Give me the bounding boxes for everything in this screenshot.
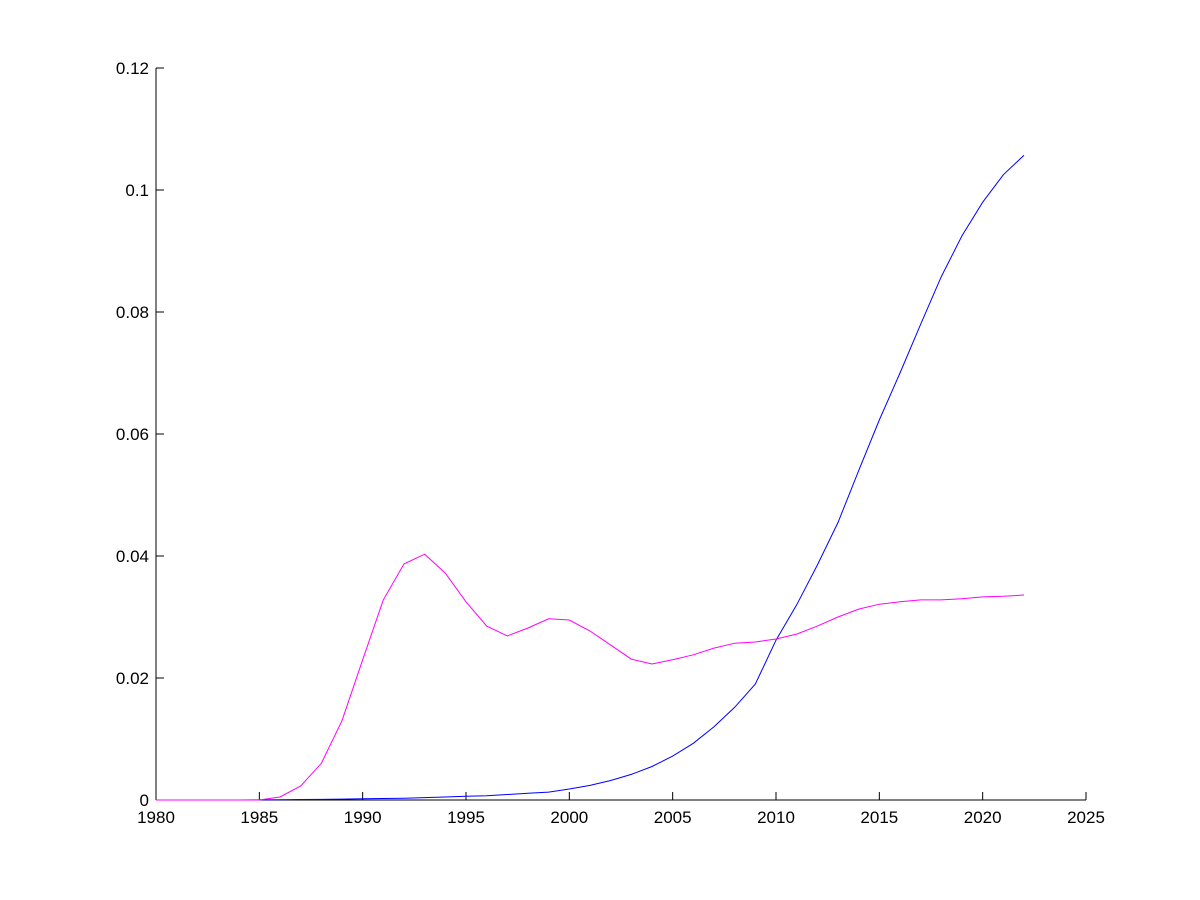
x-tick-label: 2025 xyxy=(1067,808,1105,827)
x-tick-label: 1995 xyxy=(447,808,485,827)
y-tick-label: 0.04 xyxy=(116,547,149,566)
plot-lines xyxy=(156,154,1025,801)
x-tick-label: 1985 xyxy=(240,808,278,827)
y-tick-label: 0.06 xyxy=(116,425,149,444)
x-tick-label: 2000 xyxy=(550,808,588,827)
y-tick-label: 0.1 xyxy=(125,181,149,200)
y-tick-label: 0 xyxy=(140,791,149,810)
x-tick-label: 2005 xyxy=(654,808,692,827)
x-tick-label: 2010 xyxy=(757,808,795,827)
x-tick-label: 1990 xyxy=(344,808,382,827)
y-tick-label: 0.08 xyxy=(116,303,149,322)
x-tick-label: 1980 xyxy=(137,808,175,827)
axes: 1980 1985 1990 1995 2000 2005 2010 2015 2020 2025… xyxy=(116,59,1105,827)
x-tick-label: 2020 xyxy=(964,808,1002,827)
series-1-line xyxy=(156,154,1025,801)
y-tick-label: 0.12 xyxy=(116,59,149,78)
series-2-line xyxy=(156,553,1025,801)
y-tick-label: 0.02 xyxy=(116,669,149,688)
x-tick-label: 2015 xyxy=(860,808,898,827)
